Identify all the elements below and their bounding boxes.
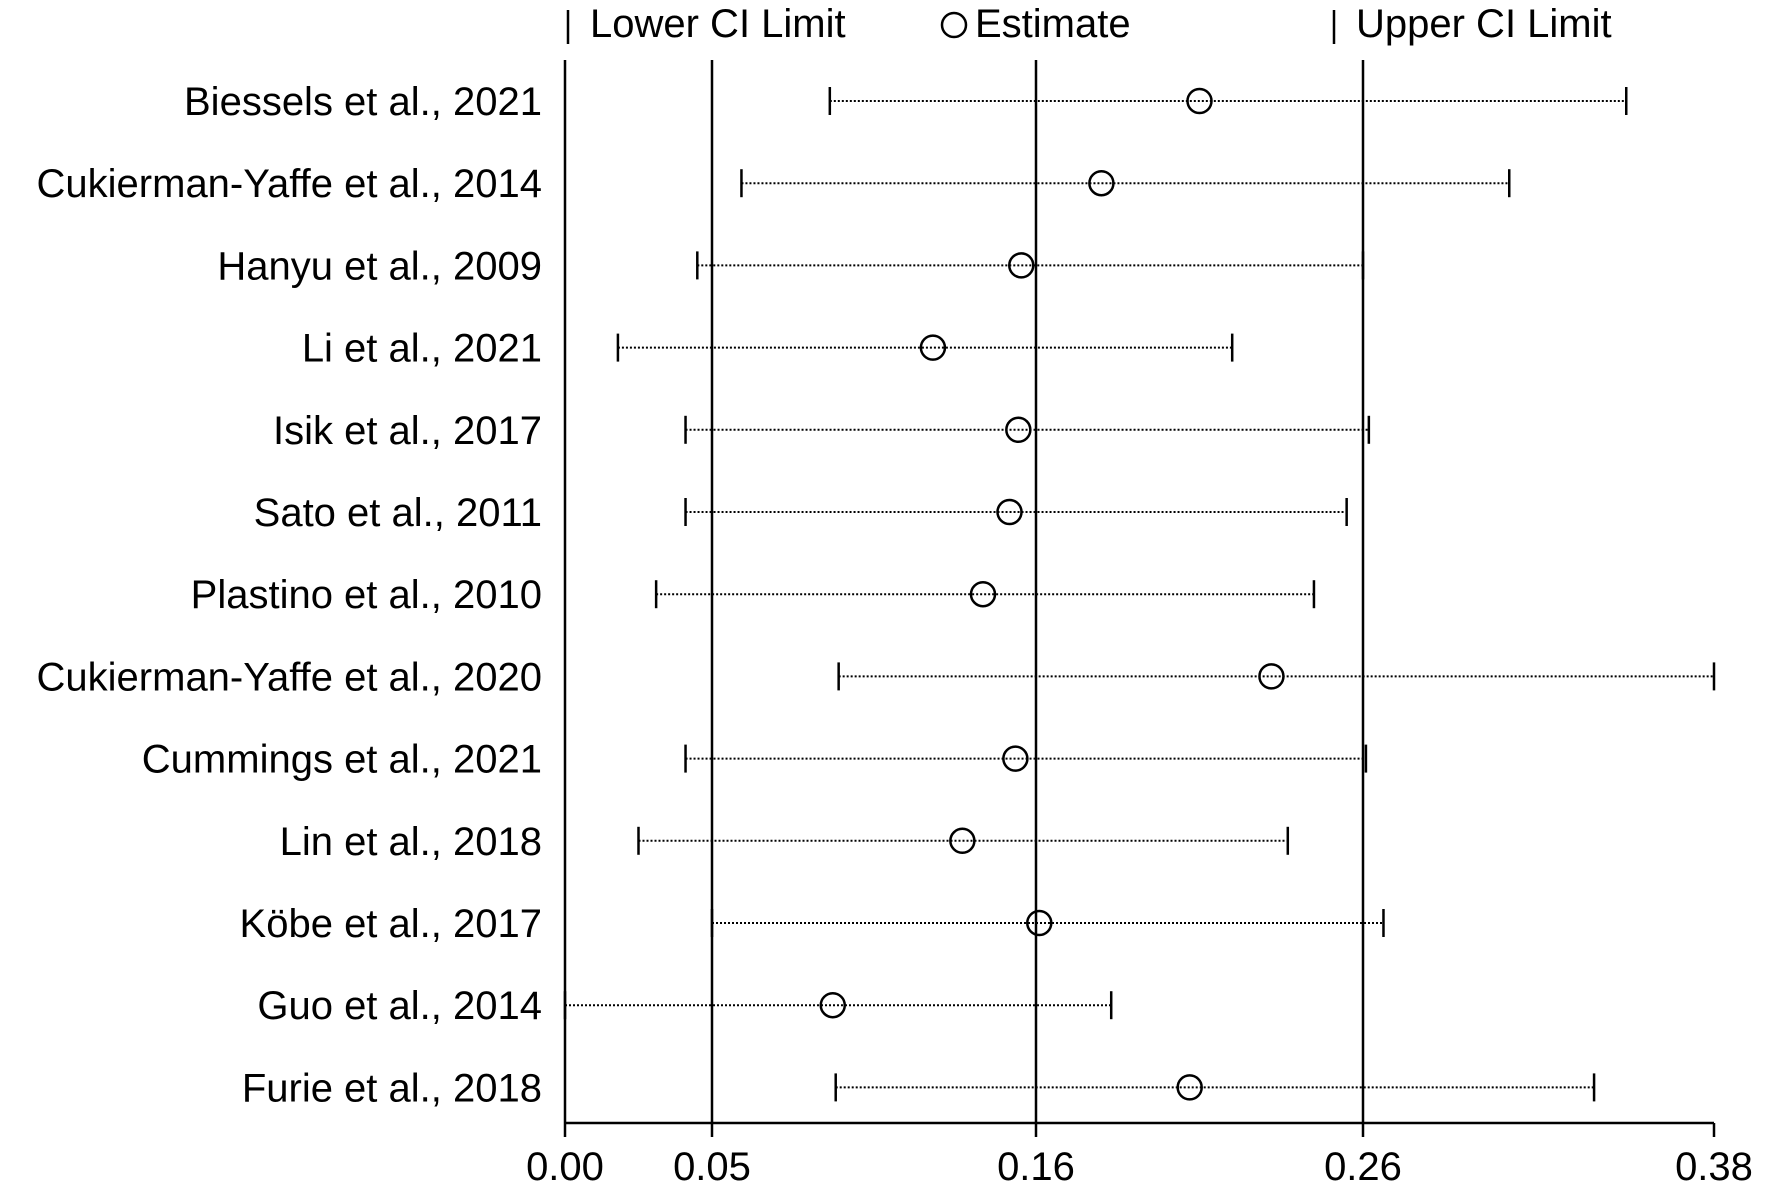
reference-lines	[710, 60, 1365, 1123]
estimate-marker	[949, 827, 976, 855]
estimate-marker	[1176, 1074, 1203, 1101]
study-label: Guo et al., 2014	[257, 984, 542, 1028]
x-axis-ticks: 0.00 0.05 0.16 0.26 0.38	[526, 1123, 1753, 1189]
x-tick-label: 0.26	[1324, 1145, 1402, 1189]
study-row: Hanyu et al., 2009	[217, 244, 1365, 288]
x-tick-label: 0.05	[673, 1145, 751, 1189]
legend-upper-ci-label: Upper CI Limit	[1356, 2, 1612, 46]
study-row: Guo et al., 2014	[257, 984, 1113, 1028]
study-row: Cummings et al., 2021	[142, 738, 1368, 782]
study-row: Plastino et al., 2010	[191, 573, 1316, 617]
x-tick-label: 0.16	[997, 1145, 1075, 1189]
study-row: Li et al., 2021	[302, 327, 1234, 371]
study-label: Li et al., 2021	[302, 327, 542, 371]
x-tick-label: 0.38	[1675, 1145, 1753, 1189]
estimate-marker	[1005, 416, 1032, 444]
study-label: Furie et al., 2018	[242, 1066, 542, 1110]
estimate-marker	[1002, 745, 1029, 772]
study-label: Cukierman-Yaffe et al., 2020	[37, 655, 542, 699]
estimate-marker	[1008, 252, 1035, 279]
study-label: Sato et al., 2011	[254, 491, 542, 535]
estimate-marker	[1186, 87, 1213, 115]
legend-estimate-marker	[940, 11, 968, 39]
study-row: Sato et al., 2011	[254, 491, 1348, 535]
estimate-marker	[819, 991, 847, 1019]
study-label: Isik et al., 2017	[273, 409, 542, 453]
estimate-marker	[1026, 909, 1053, 937]
estimate-marker	[1258, 663, 1285, 690]
study-row: Isik et al., 2017	[273, 409, 1371, 453]
legend-lower-ci-label: Lower CI Limit	[590, 2, 846, 46]
study-label: Biessels et al., 2021	[184, 80, 542, 124]
study-label: Lin et al., 2018	[280, 820, 542, 864]
estimate-marker	[969, 580, 997, 608]
x-tick-label: 0.00	[526, 1145, 604, 1189]
study-row: Biessels et al., 2021	[184, 80, 1628, 124]
study-row: Cukierman-Yaffe et al., 2014	[37, 162, 1511, 206]
study-row: Cukierman-Yaffe et al., 2020	[37, 655, 1716, 699]
study-label: Hanyu et al., 2009	[217, 244, 542, 288]
study-row: Köbe et al., 2017	[240, 902, 1385, 946]
study-label: Cummings et al., 2021	[142, 738, 542, 782]
study-row: Lin et al., 2018	[280, 820, 1290, 864]
estimate-marker	[996, 498, 1023, 526]
estimate-marker	[1088, 169, 1115, 197]
estimate-marker	[919, 334, 947, 361]
study-label: Köbe et al., 2017	[240, 902, 542, 946]
study-row: Furie et al., 2018	[242, 1066, 1596, 1110]
legend-estimate-label: Estimate	[975, 2, 1131, 46]
legend: Lower CI Limit Estimate Upper CI Limit	[566, 2, 1612, 46]
study-rows: Biessels et al., 2021 Cukierman-Yaffe et …	[37, 80, 1716, 1110]
study-label: Plastino et al., 2010	[191, 573, 542, 617]
study-label: Cukierman-Yaffe et al., 2014	[37, 162, 542, 206]
